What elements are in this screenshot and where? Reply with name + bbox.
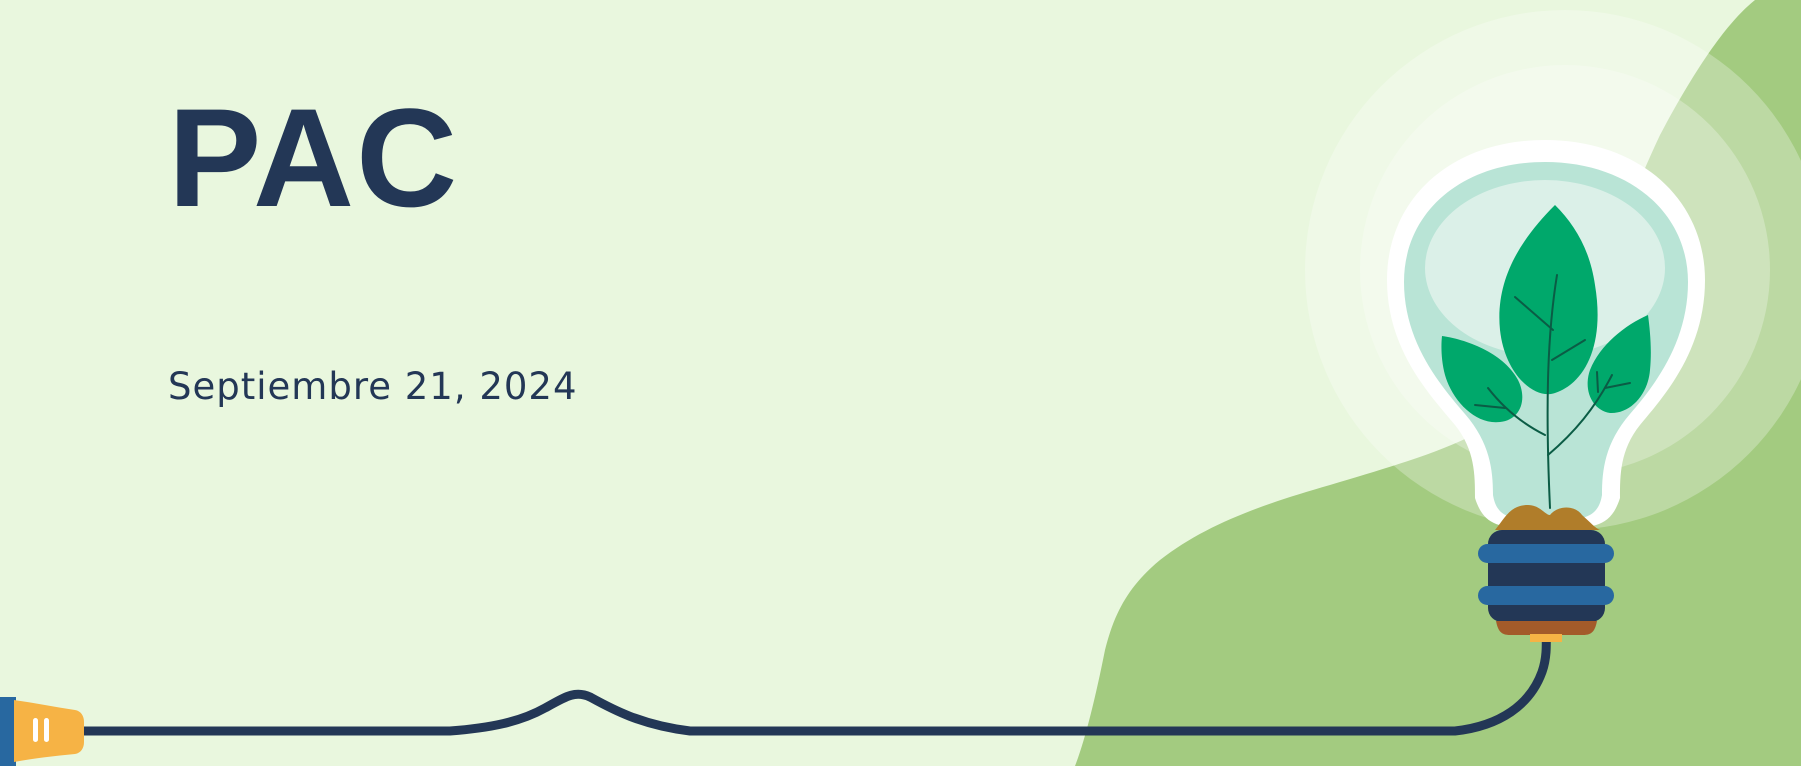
slide-date: Septiembre 21, 2024 (168, 365, 578, 408)
plant-sprout-icon (1441, 205, 1651, 509)
power-cord (75, 617, 1551, 736)
page-title: PAC (168, 79, 460, 236)
hill-shape (1075, 0, 1801, 766)
lightbulb-icon (1387, 140, 1705, 642)
bulb-socket (1478, 530, 1614, 642)
power-plug-icon (0, 697, 84, 766)
